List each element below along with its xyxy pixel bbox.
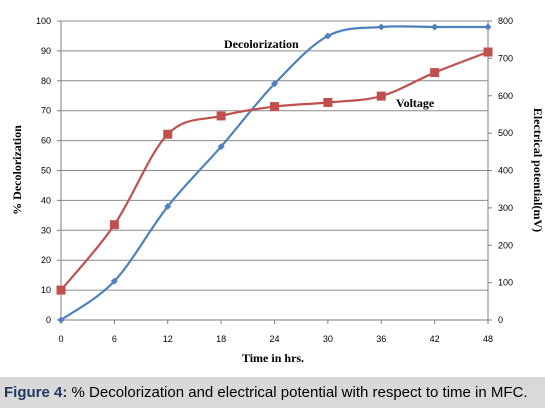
x-tick-label: 36 bbox=[376, 334, 386, 344]
series-lines bbox=[56, 23, 493, 324]
decolorization-line bbox=[60, 25, 488, 321]
decolorization-point bbox=[271, 80, 278, 88]
right-axis-title: Electrical potential(mV) bbox=[531, 108, 545, 232]
decolorization-point bbox=[377, 23, 385, 31]
voltage-series-label: Voltage bbox=[396, 96, 435, 110]
decolorization-point bbox=[110, 277, 118, 285]
left-tick-label: 0 bbox=[46, 315, 51, 325]
left-axis-ticks: 0 10 20 30 40 50 60 70 80 90 100 bbox=[36, 16, 61, 325]
right-tick-label: 100 bbox=[498, 278, 513, 288]
x-tick-label: 24 bbox=[269, 334, 279, 344]
voltage-point bbox=[216, 111, 226, 121]
x-tick-label: 12 bbox=[163, 334, 173, 344]
left-tick-label: 20 bbox=[41, 255, 51, 265]
voltage-point bbox=[376, 91, 386, 101]
voltage-point bbox=[109, 220, 119, 230]
x-axis-ticks: 0 6 12 18 24 30 36 42 48 bbox=[58, 320, 493, 344]
decolorization-point bbox=[484, 23, 492, 31]
decolorization-point bbox=[324, 32, 332, 40]
voltage-point bbox=[483, 47, 493, 57]
right-tick-label: 400 bbox=[498, 166, 513, 176]
voltage-point bbox=[163, 129, 173, 139]
x-tick-label: 30 bbox=[323, 334, 333, 344]
right-tick-label: 300 bbox=[498, 203, 513, 213]
caption-text: % Decolorization and electrical potentia… bbox=[67, 384, 528, 401]
x-tick-label: 18 bbox=[216, 334, 226, 344]
right-axis-ticks: 0 100 200 300 400 500 600 700 800 bbox=[488, 16, 513, 325]
left-tick-label: 50 bbox=[41, 166, 51, 176]
right-tick-label: 500 bbox=[498, 128, 513, 138]
left-tick-label: 90 bbox=[41, 46, 51, 56]
decolorization-point bbox=[164, 202, 172, 210]
figure-caption: Figure 4: % Decolorization and electrica… bbox=[0, 377, 545, 408]
right-tick-label: 700 bbox=[498, 53, 513, 63]
decolorization-point bbox=[217, 143, 225, 151]
voltage-point bbox=[56, 285, 66, 295]
gridlines bbox=[61, 20, 488, 291]
x-axis-title: Time in hrs. bbox=[242, 351, 304, 365]
voltage-point bbox=[270, 102, 279, 112]
left-tick-label: 30 bbox=[41, 225, 51, 235]
left-tick-label: 40 bbox=[41, 195, 51, 205]
decolorization-series-label: Decolorization bbox=[224, 37, 299, 51]
left-tick-label: 100 bbox=[36, 16, 51, 26]
decolorization-point bbox=[57, 316, 65, 324]
left-tick-label: 10 bbox=[41, 285, 51, 295]
right-tick-label: 600 bbox=[498, 91, 513, 101]
x-tick-label: 0 bbox=[58, 334, 63, 344]
right-tick-label: 200 bbox=[498, 240, 513, 250]
decolorization-point bbox=[431, 23, 439, 31]
left-tick-label: 80 bbox=[41, 76, 51, 86]
left-axis-title: % Decolorization bbox=[10, 125, 24, 215]
voltage-point bbox=[323, 97, 333, 107]
right-tick-label: 800 bbox=[498, 16, 513, 26]
left-tick-label: 60 bbox=[41, 136, 51, 146]
left-tick-label: 70 bbox=[41, 106, 51, 116]
voltage-point bbox=[430, 68, 440, 78]
right-tick-label: 0 bbox=[498, 315, 503, 325]
x-tick-label: 42 bbox=[430, 334, 440, 344]
voltage-line bbox=[60, 50, 489, 291]
x-tick-label: 48 bbox=[483, 334, 493, 344]
x-tick-label: 6 bbox=[112, 334, 117, 344]
caption-label: Figure 4: bbox=[4, 384, 68, 401]
